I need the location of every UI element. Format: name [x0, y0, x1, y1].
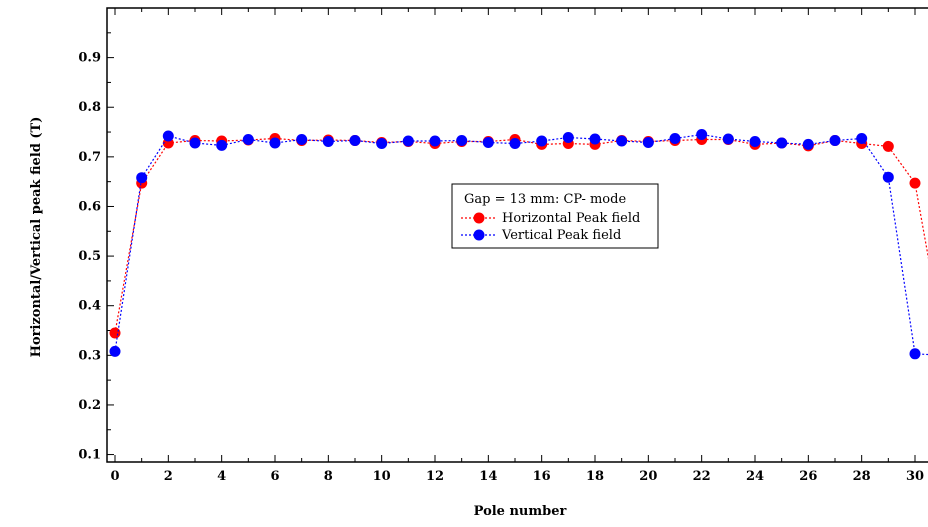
data-point	[589, 133, 601, 145]
legend-label-horizontal: Horizontal Peak field	[502, 211, 640, 226]
x-tick-label: 22	[693, 469, 711, 484]
data-point	[189, 137, 201, 149]
x-tick-label: 12	[426, 469, 444, 484]
x-tick-label: 30	[906, 469, 924, 484]
legend-title: Gap = 13 mm: CP- mode	[464, 192, 626, 207]
data-point	[376, 138, 388, 149]
x-tick-label: 18	[586, 469, 604, 484]
data-point	[109, 327, 121, 339]
x-tick-label: 16	[533, 469, 551, 484]
legend-marker-vertical	[473, 229, 485, 241]
data-point	[536, 135, 548, 147]
y-tick-label: 0.4	[78, 299, 101, 314]
data-point	[882, 171, 894, 183]
data-point	[829, 135, 841, 146]
y-tick-label: 0.7	[78, 150, 101, 165]
data-point	[162, 130, 174, 142]
data-point	[909, 177, 921, 189]
axis-ticks	[107, 8, 916, 462]
x-tick-label: 2	[164, 469, 173, 484]
data-point	[882, 140, 894, 152]
x-tick-label: 6	[270, 469, 279, 484]
y-tick-label: 0.8	[78, 100, 101, 115]
data-point	[909, 348, 921, 360]
legend-label-vertical: Vertical Peak field	[501, 228, 621, 243]
legend-marker-horizontal	[473, 212, 485, 224]
legend: Gap = 13 mm: CP- mode Horizontal Peak fi…	[451, 183, 659, 249]
series-vertical	[109, 129, 928, 360]
x-axis-title: Pole number	[474, 504, 567, 519]
x-tick-label: 14	[479, 469, 497, 484]
data-point	[562, 132, 574, 143]
legend-item-vertical: Vertical Peak field	[461, 228, 621, 243]
data-point	[509, 138, 521, 149]
x-tick-label: 26	[799, 469, 817, 484]
data-point	[456, 135, 468, 146]
data-point	[216, 139, 228, 151]
data-point	[856, 133, 868, 144]
x-tick-label: 0	[110, 469, 119, 484]
y-tick-label: 0.1	[78, 448, 101, 463]
x-tick-label: 8	[324, 469, 333, 484]
data-point	[242, 134, 254, 145]
y-tick-label: 0.9	[78, 51, 101, 66]
data-point	[269, 137, 281, 149]
data-point	[802, 138, 814, 150]
x-tick-label: 20	[639, 469, 657, 484]
tick-labels: 0 2 4 6 8 10 12 14 16 18 20 22 24 26 28 300.10.20.30.40…	[78, 51, 924, 484]
x-tick-label: 10	[373, 469, 391, 484]
data-point	[349, 135, 361, 146]
data-point	[669, 133, 681, 144]
y-axis-title: Horizontal/Vertical peak field (T)	[29, 117, 44, 358]
legend-item-horizontal: Horizontal Peak field	[461, 211, 640, 226]
plot-area	[106, 7, 928, 463]
x-tick-label: 24	[746, 469, 764, 484]
plot-frame	[106, 7, 928, 463]
x-tick-label: 28	[853, 469, 871, 484]
data-point	[296, 134, 308, 145]
data-point	[136, 172, 148, 184]
data-point	[616, 135, 628, 147]
data-point	[109, 345, 121, 357]
legend-box	[451, 183, 659, 249]
data-point	[482, 137, 494, 148]
data-point	[322, 136, 334, 147]
y-tick-label: 0.3	[78, 348, 101, 363]
y-tick-label: 0.2	[78, 398, 101, 413]
data-point	[696, 129, 708, 140]
series-layer	[109, 129, 928, 360]
data-point	[776, 137, 788, 149]
y-tick-label: 0.5	[78, 249, 101, 264]
data-point	[642, 137, 654, 148]
data-point	[402, 135, 414, 147]
data-point	[722, 133, 734, 145]
x-tick-label: 4	[217, 469, 226, 484]
data-point	[429, 135, 441, 147]
y-tick-label: 0.6	[78, 199, 101, 214]
data-point	[749, 136, 761, 147]
